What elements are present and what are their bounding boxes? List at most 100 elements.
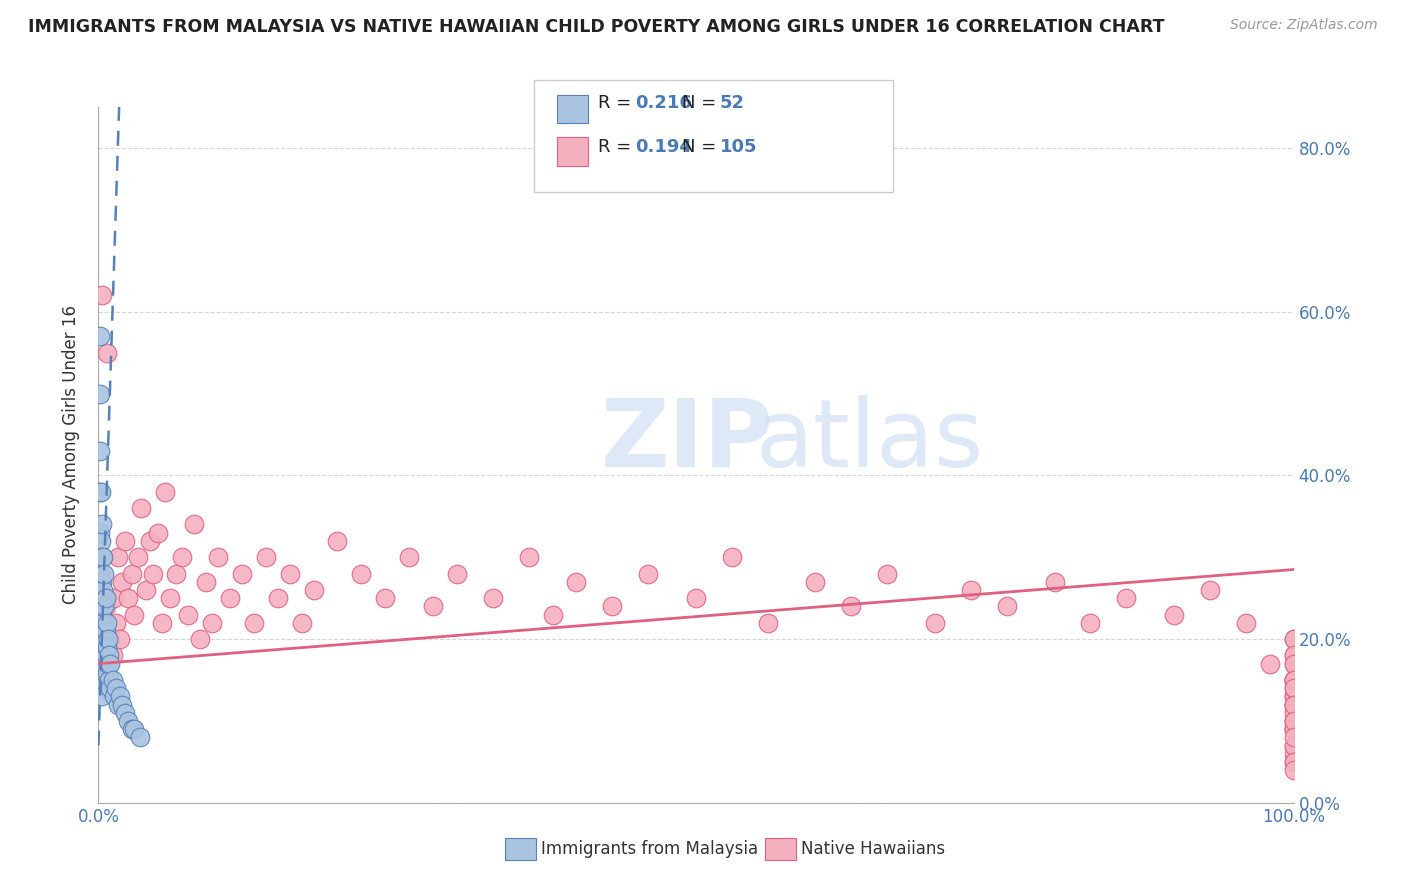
Point bbox=[1282, 681, 1305, 696]
Point bbox=[114, 706, 136, 720]
Text: 0.194: 0.194 bbox=[636, 138, 692, 156]
Text: Immigrants from Malaysia: Immigrants from Malaysia bbox=[541, 840, 758, 858]
Point bbox=[111, 574, 134, 589]
Point bbox=[155, 484, 177, 499]
Point bbox=[1282, 657, 1305, 671]
Point bbox=[89, 484, 111, 499]
Point bbox=[924, 615, 946, 630]
Point bbox=[481, 591, 505, 606]
Point bbox=[1282, 673, 1305, 687]
Point bbox=[1115, 591, 1137, 606]
Point bbox=[398, 550, 420, 565]
Point bbox=[350, 566, 373, 581]
Point bbox=[1234, 615, 1257, 630]
Point bbox=[602, 599, 624, 614]
Point bbox=[98, 632, 122, 646]
Point bbox=[121, 566, 143, 581]
Point bbox=[91, 288, 114, 302]
Point bbox=[804, 574, 827, 589]
Point bbox=[1282, 747, 1305, 761]
Point bbox=[139, 533, 162, 548]
Point bbox=[1282, 673, 1305, 687]
Point bbox=[177, 607, 200, 622]
Point bbox=[90, 648, 112, 663]
Point bbox=[91, 582, 114, 597]
Point bbox=[183, 517, 205, 532]
Point bbox=[159, 591, 181, 606]
Point bbox=[1282, 706, 1305, 720]
Point bbox=[1282, 673, 1305, 687]
Point bbox=[111, 698, 134, 712]
Point bbox=[1282, 632, 1305, 646]
Point bbox=[97, 657, 120, 671]
Point bbox=[98, 648, 121, 663]
Point bbox=[1282, 722, 1305, 736]
Point bbox=[96, 640, 118, 655]
Point bbox=[446, 566, 468, 581]
Text: 105: 105 bbox=[720, 138, 758, 156]
Point bbox=[96, 665, 118, 679]
Point bbox=[267, 591, 290, 606]
Point bbox=[756, 615, 779, 630]
Point bbox=[89, 566, 111, 581]
Point bbox=[91, 640, 114, 655]
Point bbox=[129, 731, 152, 745]
Point bbox=[91, 550, 114, 565]
Point bbox=[1282, 632, 1305, 646]
Text: N =: N = bbox=[682, 138, 721, 156]
Point bbox=[1282, 739, 1305, 753]
Point bbox=[1282, 714, 1305, 728]
Point bbox=[219, 591, 242, 606]
Point bbox=[107, 550, 129, 565]
Point bbox=[1282, 698, 1305, 712]
Point bbox=[89, 657, 111, 671]
Text: Source: ZipAtlas.com: Source: ZipAtlas.com bbox=[1230, 18, 1378, 32]
Point bbox=[96, 615, 118, 630]
Point bbox=[172, 550, 194, 565]
Point bbox=[91, 550, 114, 565]
Point bbox=[1258, 657, 1281, 671]
Point bbox=[1282, 698, 1305, 712]
Point bbox=[94, 648, 117, 663]
Point bbox=[1282, 739, 1305, 753]
Point bbox=[91, 657, 114, 671]
Text: IMMIGRANTS FROM MALAYSIA VS NATIVE HAWAIIAN CHILD POVERTY AMONG GIRLS UNDER 16 C: IMMIGRANTS FROM MALAYSIA VS NATIVE HAWAI… bbox=[28, 18, 1164, 36]
Point bbox=[93, 599, 115, 614]
Point bbox=[291, 615, 314, 630]
Point bbox=[1282, 698, 1305, 712]
Point bbox=[90, 615, 112, 630]
Point bbox=[103, 690, 125, 704]
Point bbox=[90, 533, 112, 548]
Point bbox=[91, 607, 114, 622]
Point bbox=[1043, 574, 1066, 589]
Point bbox=[90, 574, 112, 589]
Text: R =: R = bbox=[598, 94, 637, 112]
Point bbox=[94, 599, 117, 614]
Point bbox=[91, 632, 114, 646]
Point bbox=[841, 599, 863, 614]
Point bbox=[1282, 722, 1305, 736]
Point bbox=[1282, 698, 1305, 712]
Point bbox=[1282, 763, 1305, 777]
Point bbox=[148, 525, 170, 540]
Point bbox=[91, 690, 114, 704]
Point bbox=[1282, 690, 1305, 704]
Point bbox=[98, 657, 122, 671]
Point bbox=[243, 615, 266, 630]
Point bbox=[278, 566, 301, 581]
Text: N =: N = bbox=[682, 94, 721, 112]
Point bbox=[90, 484, 112, 499]
Point bbox=[90, 648, 112, 663]
Point bbox=[1282, 673, 1305, 687]
Point bbox=[105, 681, 128, 696]
Point bbox=[1282, 648, 1305, 663]
Point bbox=[254, 550, 277, 565]
Point bbox=[108, 690, 131, 704]
Text: Native Hawaiians: Native Hawaiians bbox=[801, 840, 946, 858]
Point bbox=[207, 550, 229, 565]
Point bbox=[97, 657, 120, 671]
Text: ZIP: ZIP bbox=[600, 395, 773, 487]
Point bbox=[637, 566, 659, 581]
Y-axis label: Child Poverty Among Girls Under 16: Child Poverty Among Girls Under 16 bbox=[62, 305, 80, 605]
Point bbox=[960, 582, 983, 597]
